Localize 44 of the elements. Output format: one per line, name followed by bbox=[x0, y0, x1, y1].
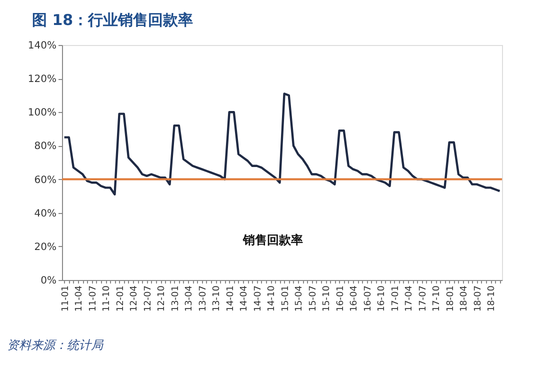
y-tick-label: 40% bbox=[34, 208, 56, 220]
y-tick-label: 20% bbox=[34, 242, 56, 253]
x-tick-label: 16-04 bbox=[350, 285, 360, 312]
x-tick-label: 16-01 bbox=[336, 286, 346, 312]
x-tick-label: 13-07 bbox=[198, 286, 208, 312]
x-tick-label: 17-01 bbox=[390, 286, 401, 312]
x-tick-label: 11-01 bbox=[60, 286, 71, 312]
x-tick-label: 14-07 bbox=[253, 286, 264, 312]
x-tick-label: 14-04 bbox=[240, 285, 250, 312]
x-tick-label: 12-07 bbox=[143, 286, 154, 312]
text: 销售回款率 bbox=[242, 233, 304, 248]
y-tick-label: 60% bbox=[34, 174, 56, 186]
x-tick-label: 16-10 bbox=[377, 285, 388, 312]
x-tick-label: 17-07 bbox=[418, 286, 428, 312]
x-tick-label: 12-10 bbox=[157, 285, 168, 312]
chart-title: 图 18：行业销售回款率 bbox=[32, 11, 194, 29]
y-tick-label: 0% bbox=[40, 276, 56, 286]
x-tick-label: 18-10 bbox=[487, 285, 498, 312]
x-tick-label: 14-10 bbox=[267, 285, 278, 312]
x-tick-label: 17-04 bbox=[404, 285, 415, 312]
x-tick-label: 11-04 bbox=[74, 285, 85, 312]
x-tick-label: 18-01 bbox=[446, 286, 456, 312]
x-tick-label: 18-04 bbox=[460, 285, 470, 312]
x-tick-label: 12-04 bbox=[130, 285, 140, 312]
y-tick-label: 100% bbox=[28, 108, 56, 119]
x-tick-label: 13-04 bbox=[184, 285, 195, 312]
x-tick-label: 15-01 bbox=[280, 286, 291, 312]
x-tick-label: 11-07 bbox=[88, 286, 98, 312]
line-series bbox=[63, 92, 501, 196]
x-tick-label: 14-01 bbox=[226, 286, 236, 312]
x-tick-label: 11-10 bbox=[102, 285, 112, 312]
x-tick-label: 15-04 bbox=[294, 285, 305, 312]
x-tick-label: 18-07 bbox=[473, 286, 484, 312]
x-tick-label: 16-07 bbox=[363, 286, 374, 312]
y-tick-label: 120% bbox=[28, 74, 56, 86]
x-tick-label: 15-07 bbox=[308, 286, 318, 312]
y-tick-label: 80% bbox=[34, 141, 56, 152]
y-tick-label: 140% bbox=[28, 40, 56, 52]
x-tick-label: 15-10 bbox=[322, 285, 332, 312]
text: 资料来源：统计局 bbox=[7, 338, 104, 352]
x-tick-label: 12-01 bbox=[116, 286, 126, 312]
x-tick-label: 17-10 bbox=[432, 285, 442, 312]
x-tick-label: 13-10 bbox=[212, 285, 222, 312]
x-tick-label: 13-01 bbox=[170, 286, 181, 312]
